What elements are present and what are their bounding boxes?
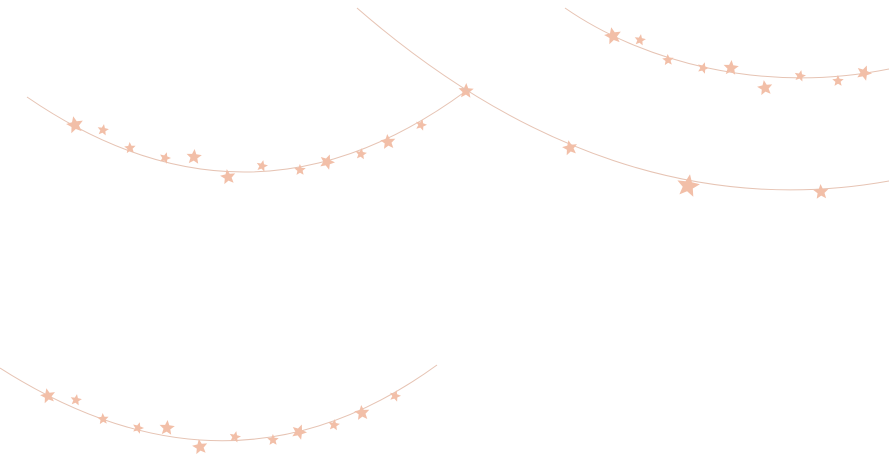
star-icon <box>133 422 144 434</box>
star-icon <box>562 140 577 156</box>
star-icon <box>220 169 236 185</box>
star-icon <box>160 152 171 164</box>
star-icon <box>832 75 844 86</box>
star-icon <box>40 388 55 404</box>
star-icon <box>192 439 208 455</box>
garland-string <box>26 90 467 173</box>
star-icon <box>380 134 396 149</box>
star-icon <box>390 390 401 402</box>
star-icon <box>294 164 306 175</box>
star-icon <box>124 142 136 154</box>
star-icon <box>662 54 674 66</box>
star-icon <box>328 419 340 431</box>
star-icon <box>698 62 709 74</box>
star-icon <box>97 124 109 136</box>
garland-string <box>356 7 889 191</box>
star-icon <box>416 119 427 131</box>
star-icon <box>354 405 370 420</box>
star-icon <box>229 431 241 443</box>
star-icon <box>757 80 773 96</box>
star-icon <box>186 149 202 164</box>
garland-bottom-left <box>0 364 438 455</box>
star-icon <box>794 70 806 82</box>
star-icon <box>159 420 175 435</box>
star-icon <box>634 34 646 46</box>
star-icon <box>857 65 872 81</box>
star-icon <box>256 160 268 172</box>
garland-string <box>0 364 438 442</box>
garland-top-left <box>26 83 474 185</box>
star-icon <box>267 434 279 445</box>
star-icon <box>813 184 829 199</box>
garland-long-right <box>356 7 889 199</box>
star-icon <box>355 148 367 160</box>
star-icon <box>604 27 621 45</box>
star-icon <box>70 394 82 406</box>
garland-top-right <box>564 7 889 96</box>
star-icon <box>723 60 739 75</box>
star-icon <box>97 413 109 425</box>
star-icon <box>292 424 307 440</box>
star-icon <box>66 116 83 134</box>
star-icon <box>677 174 700 197</box>
star-icon <box>320 154 335 170</box>
